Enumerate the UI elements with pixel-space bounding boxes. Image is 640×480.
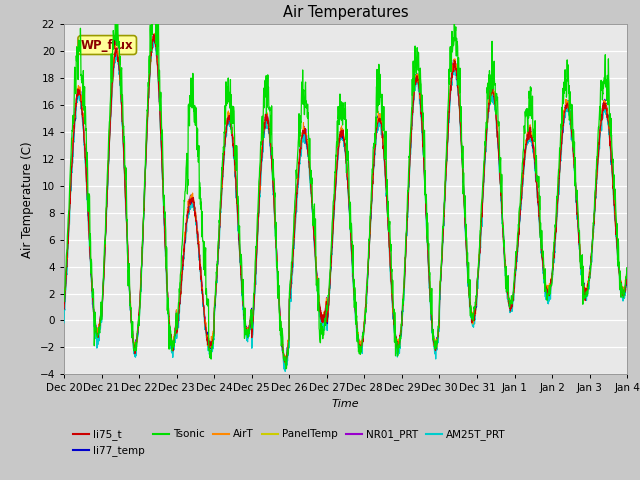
li77_temp [150,31,158,36]
Tsonic [282,366,290,372]
Line: li77_temp: li77_temp [64,34,640,362]
PanelTemp [250,303,258,309]
Tsonic [546,291,554,297]
AM25T_PRT [120,165,128,171]
AM25T_PRT [250,305,258,311]
AirT [580,281,588,287]
li77_temp [282,359,289,365]
NR01_PRT [580,283,588,289]
X-axis label: Time: Time [332,399,360,409]
li75_t [546,283,554,289]
Text: WP_flux: WP_flux [81,38,134,51]
PanelTemp [546,290,554,296]
NR01_PRT [282,358,289,363]
li75_t [120,157,128,163]
NR01_PRT [120,155,128,160]
Line: AirT: AirT [64,34,640,363]
AM25T_PRT [282,369,289,374]
AirT [281,360,289,366]
AM25T_PRT [151,35,159,40]
Line: li75_t: li75_t [64,34,640,365]
NR01_PRT [250,299,258,304]
AM25T_PRT [546,291,554,297]
Title: Air Temperatures: Air Temperatures [283,5,408,20]
li75_t [401,254,409,260]
li77_temp [580,280,588,286]
AM25T_PRT [60,320,68,325]
Line: AM25T_PRT: AM25T_PRT [64,37,640,372]
PanelTemp [401,260,409,265]
PanelTemp [150,34,158,39]
li77_temp [546,287,554,293]
PanelTemp [580,287,588,292]
li75_t [282,362,290,368]
Line: NR01_PRT: NR01_PRT [64,34,640,360]
AirT [546,284,554,290]
li75_t [150,31,157,37]
li77_temp [60,306,68,312]
AM25T_PRT [401,261,409,267]
PanelTemp [60,305,68,311]
li75_t [580,285,588,290]
AirT [401,257,409,263]
NR01_PRT [546,287,554,293]
Tsonic [580,292,588,298]
Line: Tsonic: Tsonic [64,0,640,369]
li77_temp [250,301,258,307]
Tsonic [401,254,409,260]
NR01_PRT [401,259,409,264]
AirT [120,154,128,159]
li75_t [60,307,68,312]
Tsonic [120,134,128,140]
Legend: li75_t, li77_temp, Tsonic, AirT, PanelTemp, NR01_PRT, AM25T_PRT: li75_t, li77_temp, Tsonic, AirT, PanelTe… [69,425,509,460]
NR01_PRT [150,31,158,37]
li75_t [250,300,258,305]
Line: PanelTemp: PanelTemp [64,36,640,365]
Tsonic [60,299,68,304]
NR01_PRT [60,303,68,309]
AM25T_PRT [580,289,588,295]
AirT [150,31,158,36]
PanelTemp [282,362,289,368]
AirT [250,298,258,303]
Y-axis label: Air Temperature (C): Air Temperature (C) [21,141,34,257]
PanelTemp [120,153,128,159]
li77_temp [120,156,128,161]
AirT [60,304,68,310]
li77_temp [401,261,409,267]
Tsonic [250,290,258,296]
